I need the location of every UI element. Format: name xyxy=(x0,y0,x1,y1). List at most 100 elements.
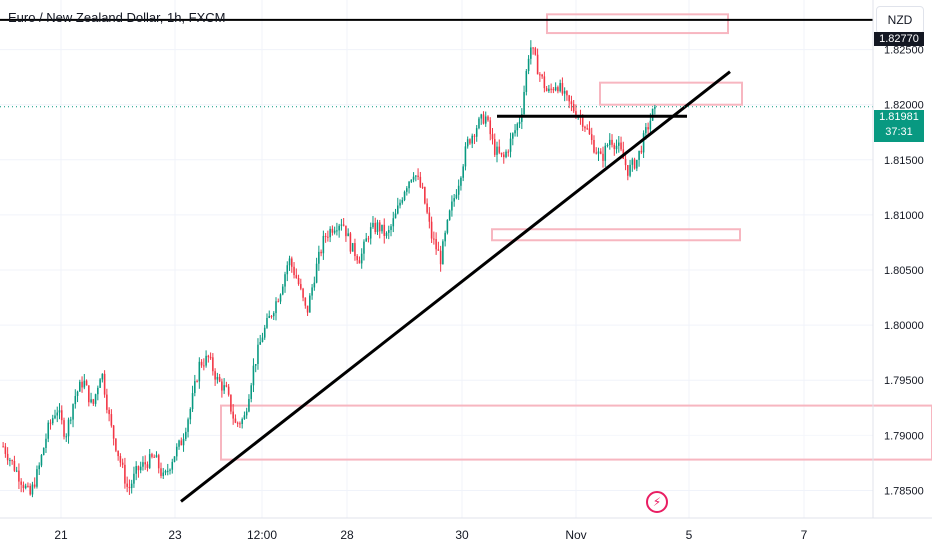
candle-body xyxy=(133,473,135,484)
candle-body xyxy=(318,251,320,264)
candle-body xyxy=(65,436,68,438)
candle-body xyxy=(360,253,363,264)
candle-body xyxy=(54,415,56,419)
candle-body xyxy=(446,219,449,233)
candle-body xyxy=(599,151,602,154)
candle-body xyxy=(491,134,494,140)
candle-body xyxy=(313,282,316,288)
candle-body xyxy=(444,232,446,242)
candle-body xyxy=(390,226,392,230)
candle-body xyxy=(541,74,543,77)
candle-body xyxy=(651,108,654,121)
candle-body xyxy=(557,87,559,92)
candle-body xyxy=(250,385,252,399)
candle-body xyxy=(581,117,584,127)
candle-body xyxy=(185,431,187,439)
candle-body xyxy=(263,327,266,338)
candle-body xyxy=(124,464,126,484)
candle-body xyxy=(606,145,609,147)
lightning-icon[interactable]: ⚡ xyxy=(646,491,668,513)
candle-body xyxy=(4,446,7,454)
candle-body xyxy=(563,91,566,94)
chart-grid xyxy=(0,0,873,518)
candle-body xyxy=(631,159,634,165)
candle-body xyxy=(421,186,424,188)
candle-body xyxy=(6,453,9,461)
candle-body xyxy=(51,418,54,424)
candle-body xyxy=(81,381,83,388)
candle-body xyxy=(473,135,476,137)
candle-body xyxy=(203,365,205,367)
candle-body xyxy=(117,450,119,457)
currency-button[interactable]: NZD xyxy=(876,6,924,34)
candle-body xyxy=(29,485,31,495)
candle-body xyxy=(221,381,223,391)
candlesticks xyxy=(2,40,656,498)
candle-body xyxy=(90,399,92,403)
candle-body xyxy=(239,423,241,425)
candle-body xyxy=(516,123,519,131)
candle-body xyxy=(315,263,318,283)
candle-body xyxy=(178,440,180,447)
price-tick-label: 1.81500 xyxy=(884,155,924,167)
candle-body xyxy=(336,230,338,232)
candle-body xyxy=(191,393,194,410)
candle-body xyxy=(137,466,140,471)
candle-body xyxy=(417,175,419,177)
candle-body xyxy=(435,239,437,250)
candle-body xyxy=(320,251,322,254)
candle-body xyxy=(455,194,458,199)
candle-body xyxy=(331,228,334,233)
candle-body xyxy=(354,243,356,257)
candle-body xyxy=(627,165,629,176)
candle-body xyxy=(63,420,65,437)
candle-body xyxy=(252,365,255,386)
candle-body xyxy=(433,238,435,240)
candle-body xyxy=(164,470,167,473)
candle-body xyxy=(324,235,327,237)
candle-body xyxy=(121,462,124,465)
time-tick-label: 12:00 xyxy=(247,528,277,542)
candle-body xyxy=(286,265,289,275)
candle-body xyxy=(345,225,347,237)
candle-body xyxy=(128,486,131,489)
candle-body xyxy=(261,337,264,342)
candle-body xyxy=(234,418,237,423)
candle-body xyxy=(584,126,586,129)
candle-body xyxy=(645,127,647,134)
candle-body xyxy=(349,233,352,252)
candle-body xyxy=(148,454,151,468)
candle-body xyxy=(471,135,473,144)
candle-body xyxy=(42,447,45,456)
candle-body xyxy=(482,114,485,124)
candle-body xyxy=(428,212,431,222)
candle-body xyxy=(512,133,514,139)
candle-body xyxy=(196,381,198,383)
price-tick-label: 1.82000 xyxy=(884,100,924,112)
candle-body xyxy=(367,238,370,240)
candle-body xyxy=(484,116,487,124)
candle-body xyxy=(245,411,248,416)
candle-body xyxy=(387,229,390,233)
candle-body xyxy=(401,200,404,203)
candle-body xyxy=(527,58,530,71)
candle-body xyxy=(532,47,534,49)
candle-body xyxy=(248,398,250,412)
candle-body xyxy=(311,287,313,296)
candle-body xyxy=(408,181,410,189)
resistance-price-badge: 1.82770 xyxy=(874,32,924,46)
candle-body xyxy=(381,224,383,232)
candle-body xyxy=(74,395,77,405)
candle-body xyxy=(530,47,532,59)
candle-body xyxy=(241,419,243,424)
candle-body xyxy=(189,409,192,420)
candle-body xyxy=(611,139,613,145)
price-axis: 1.82500 1.82000 1.81500 1.81000 1.80500 1.800… xyxy=(884,45,924,498)
price-zone xyxy=(546,13,729,35)
candle-body xyxy=(115,438,117,451)
candle-body xyxy=(85,380,88,386)
drawn-lines xyxy=(0,18,873,503)
candle-body xyxy=(509,138,512,152)
time-tick-label: 21 xyxy=(54,528,68,542)
